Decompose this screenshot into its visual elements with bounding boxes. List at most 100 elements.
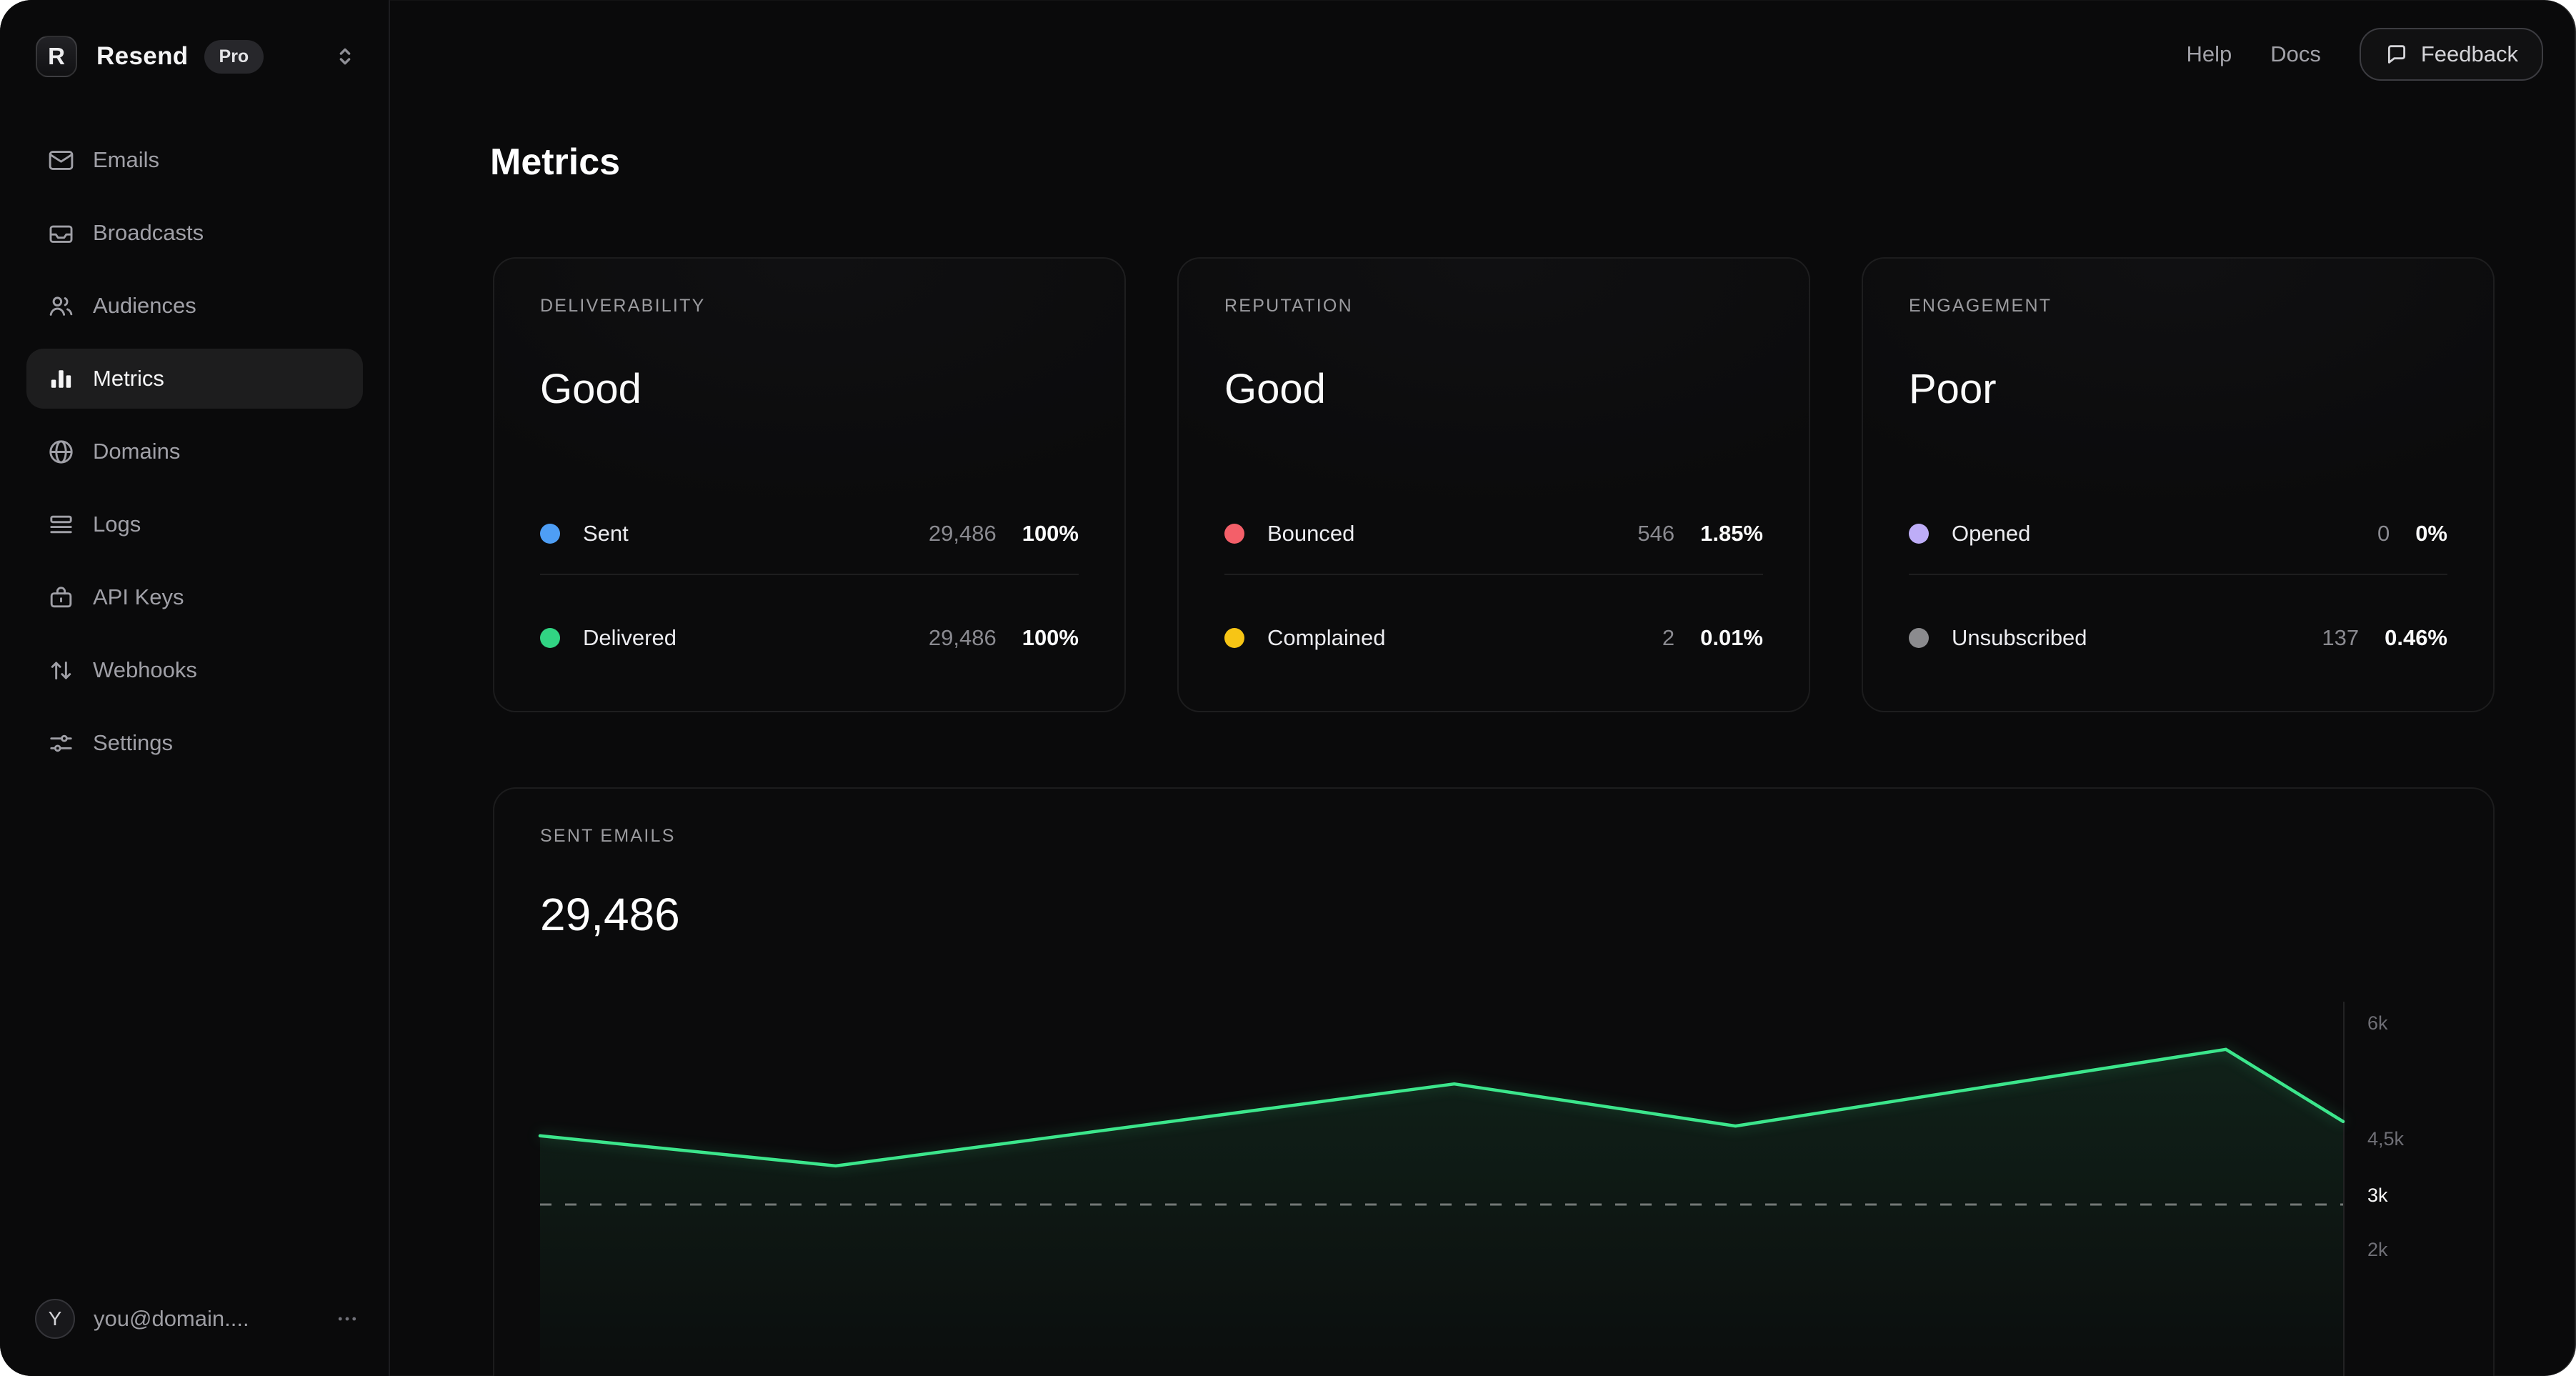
chart-total: 29,486 <box>540 889 680 940</box>
sidebar-item-label: Logs <box>93 512 141 537</box>
card-label: DELIVERABILITY <box>540 296 706 316</box>
divider <box>1909 574 2447 575</box>
sent-emails-chart <box>538 1002 2345 1376</box>
metric-count: 546 <box>1637 521 1675 546</box>
card-label: REPUTATION <box>1224 296 1353 316</box>
card-status: Good <box>1224 366 1326 412</box>
docs-link[interactable]: Docs <box>2270 41 2321 66</box>
bar-chart-icon <box>51 369 71 388</box>
area-chart <box>538 1047 2345 1376</box>
metric-percent: 0.01% <box>1700 625 1763 650</box>
card-rows: Sent 29,486 100% Delivered 29,486 100% <box>540 499 1079 672</box>
sidebar-item-label: API Keys <box>93 584 184 609</box>
sidebar-item-domains[interactable]: Domains <box>26 422 363 482</box>
sidebar-item-label: Metrics <box>93 366 164 391</box>
sidebar-item-emails[interactable]: Emails <box>26 130 363 190</box>
feedback-label: Feedback <box>2420 41 2518 66</box>
y-axis-ticks: 6k 4,5k 3k 2k <box>2367 1002 2475 1376</box>
status-dot <box>540 524 560 544</box>
sidebar-item-metrics[interactable]: Metrics <box>26 349 363 409</box>
inbox-icon <box>49 225 73 243</box>
avatar-initial: Y <box>48 1307 62 1330</box>
help-link[interactable]: Help <box>2186 41 2232 66</box>
metric-row-sent: Sent 29,486 100% <box>540 499 1079 568</box>
divider <box>540 574 1079 575</box>
lock-icon <box>50 586 72 607</box>
metric-name: Bounced <box>1267 521 1355 546</box>
status-dot <box>1224 524 1244 544</box>
sliders-icon <box>50 734 72 752</box>
y-axis-tick: 3k <box>2367 1184 2388 1206</box>
plan-badge: Pro <box>204 39 264 74</box>
user-email: you@domain.... <box>94 1306 249 1331</box>
users-icon <box>49 296 73 316</box>
logo-glyph: R <box>48 43 65 69</box>
metric-percent: 100% <box>1022 625 1079 650</box>
arrows-up-down-icon <box>51 661 71 679</box>
main-content: Help Docs Feedback Metrics DELIVERABILIT… <box>390 0 2576 1376</box>
sidebar-item-api-keys[interactable]: API Keys <box>26 567 363 627</box>
sent-emails-card: SENT EMAILS 29,486 6k 4,5k 3k 2k <box>493 787 2495 1376</box>
metric-count: 29,486 <box>928 625 997 650</box>
y-axis-tick: 4,5k <box>2367 1128 2405 1150</box>
metric-name: Complained <box>1267 625 1386 650</box>
user-row: Y you@domain.... <box>26 1289 360 1349</box>
status-dot <box>1224 628 1244 648</box>
metric-row-unsubscribed: Unsubscribed 137 0.46% <box>1909 604 2447 672</box>
card-reputation: REPUTATION Good Bounced 546 1.85% Compla… <box>1177 257 1810 712</box>
chart-label: SENT EMAILS <box>540 826 676 846</box>
card-status: Good <box>540 366 641 412</box>
metric-name: Sent <box>583 521 629 546</box>
metric-row-bounced: Bounced 546 1.85% <box>1224 499 1763 568</box>
workspace-switcher[interactable]: R Resend Pro <box>36 36 357 77</box>
topbar: Help Docs Feedback <box>2186 0 2543 109</box>
card-status: Poor <box>1909 366 1997 412</box>
y-axis-tick: 6k <box>2367 1012 2388 1035</box>
divider <box>1224 574 1763 575</box>
sidebar-item-broadcasts[interactable]: Broadcasts <box>26 203 363 263</box>
status-dot <box>1909 524 1929 544</box>
unfold-more-icon[interactable] <box>333 44 357 69</box>
avatar[interactable]: Y <box>35 1299 75 1339</box>
sidebar-item-webhooks[interactable]: Webhooks <box>26 640 363 700</box>
metric-percent: 0.46% <box>2385 625 2447 650</box>
card-deliverability: DELIVERABILITY Good Sent 29,486 100% Del… <box>493 257 1126 712</box>
card-engagement: ENGAGEMENT Poor Opened 0 0% Unsubscribed… <box>1862 257 2495 712</box>
resend-logo-icon: R <box>36 36 77 77</box>
chat-bubble-icon <box>2387 45 2405 64</box>
sidebar: R Resend Pro Emails Broadcasts Audiences… <box>0 0 390 1376</box>
mail-icon <box>49 150 74 170</box>
y-axis-tick: 2k <box>2367 1239 2388 1261</box>
card-label: ENGAGEMENT <box>1909 296 2052 316</box>
sidebar-item-label: Audiences <box>93 293 196 318</box>
sidebar-item-label: Webhooks <box>93 657 197 682</box>
summary-cards: DELIVERABILITY Good Sent 29,486 100% Del… <box>493 257 2495 712</box>
card-rows: Bounced 546 1.85% Complained 2 0.01% <box>1224 499 1763 672</box>
sidebar-item-settings[interactable]: Settings <box>26 713 363 773</box>
metric-percent: 0% <box>2415 521 2447 546</box>
status-dot <box>1909 628 1929 648</box>
metric-row-delivered: Delivered 29,486 100% <box>540 604 1079 672</box>
sidebar-nav: Emails Broadcasts Audiences Metrics Doma… <box>26 130 363 786</box>
metric-count: 29,486 <box>928 521 997 546</box>
sidebar-item-label: Domains <box>93 439 181 464</box>
metric-count: 2 <box>1662 625 1675 650</box>
card-rows: Opened 0 0% Unsubscribed 137 0.46% <box>1909 499 2447 672</box>
sidebar-item-label: Broadcasts <box>93 220 204 245</box>
metric-percent: 1.85% <box>1700 521 1763 546</box>
status-dot <box>540 628 560 648</box>
metric-row-opened: Opened 0 0% <box>1909 499 2447 568</box>
metric-count: 0 <box>2377 521 2390 546</box>
rows-icon <box>50 515 72 533</box>
metric-name: Opened <box>1952 521 2031 546</box>
metric-percent: 100% <box>1022 521 1079 546</box>
sidebar-item-audiences[interactable]: Audiences <box>26 276 363 336</box>
metric-name: Delivered <box>583 625 677 650</box>
feedback-button[interactable]: Feedback <box>2359 28 2543 81</box>
ellipsis-icon[interactable] <box>334 1306 360 1332</box>
page-title: Metrics <box>490 141 621 183</box>
metric-count: 137 <box>2322 625 2360 650</box>
sidebar-item-logs[interactable]: Logs <box>26 494 363 554</box>
sidebar-item-label: Settings <box>93 730 174 755</box>
